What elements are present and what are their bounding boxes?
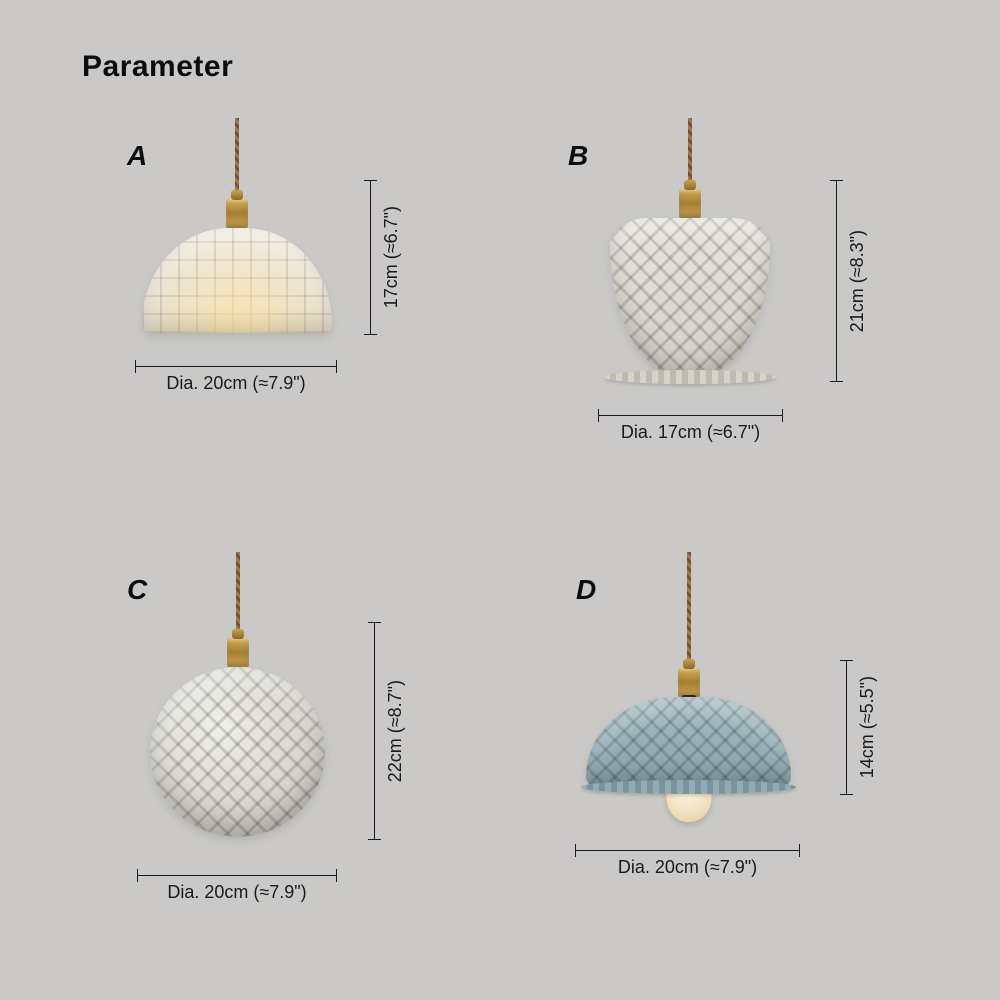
- lampshade-b: [610, 218, 770, 378]
- dimension-line: [137, 875, 337, 876]
- height-dimension: 22cm (≈8.7"): [374, 622, 406, 840]
- socket-icon: [226, 198, 248, 228]
- height-dimension: 21cm (≈8.3"): [836, 180, 868, 382]
- dimension-line: [370, 180, 371, 335]
- dimension-line: [598, 415, 783, 416]
- page-title: Parameter: [82, 50, 233, 84]
- diameter-label: Dia. 20cm (≈7.9"): [166, 373, 305, 394]
- cord-icon: [236, 552, 240, 637]
- socket-icon: [227, 637, 249, 667]
- product-b: B 21cm (≈8.3") Dia. 17cm (≈6.7"): [538, 118, 938, 458]
- dimension-line: [836, 180, 837, 382]
- dimension-line: [575, 850, 800, 851]
- diameter-dimension: Dia. 17cm (≈6.7"): [598, 415, 783, 443]
- cord-icon: [235, 118, 239, 198]
- cord-icon: [688, 118, 692, 188]
- height-dimension: 17cm (≈6.7"): [370, 180, 402, 335]
- lamp-c: [150, 552, 325, 837]
- product-letter: B: [568, 140, 588, 172]
- dimension-line: [374, 622, 375, 840]
- lamp-a: [142, 118, 332, 333]
- lampshade-c: [150, 667, 325, 837]
- cord-icon: [687, 552, 691, 667]
- lampshade-a: [142, 228, 332, 333]
- bulb-icon: [666, 767, 711, 822]
- lampshade-d: [586, 697, 791, 787]
- diameter-dimension: Dia. 20cm (≈7.9"): [575, 850, 800, 878]
- lamp-b: [610, 118, 770, 378]
- diameter-label: Dia. 20cm (≈7.9"): [167, 882, 306, 903]
- socket-icon: [678, 667, 700, 697]
- product-letter: C: [127, 574, 147, 606]
- height-dimension: 14cm (≈5.5"): [846, 660, 878, 795]
- product-c: C 22cm (≈8.7") Dia. 20cm (≈7.9"): [82, 552, 462, 932]
- product-d: D 14cm (≈5.5") Dia. 20cm (≈7.9"): [538, 552, 958, 892]
- height-label: 21cm (≈8.3"): [847, 230, 868, 332]
- dimension-line: [846, 660, 847, 795]
- product-a: A 17cm (≈6.7") Dia. 20cm (≈7.9"): [82, 118, 462, 438]
- diameter-label: Dia. 20cm (≈7.9"): [618, 857, 757, 878]
- height-label: 14cm (≈5.5"): [857, 676, 878, 778]
- diameter-dimension: Dia. 20cm (≈7.9"): [135, 366, 337, 394]
- lamp-d: [586, 552, 791, 787]
- socket-icon: [679, 188, 701, 218]
- diameter-label: Dia. 17cm (≈6.7"): [621, 422, 760, 443]
- height-label: 17cm (≈6.7"): [381, 206, 402, 308]
- diameter-dimension: Dia. 20cm (≈7.9"): [137, 875, 337, 903]
- height-label: 22cm (≈8.7"): [385, 680, 406, 782]
- dimension-line: [135, 366, 337, 367]
